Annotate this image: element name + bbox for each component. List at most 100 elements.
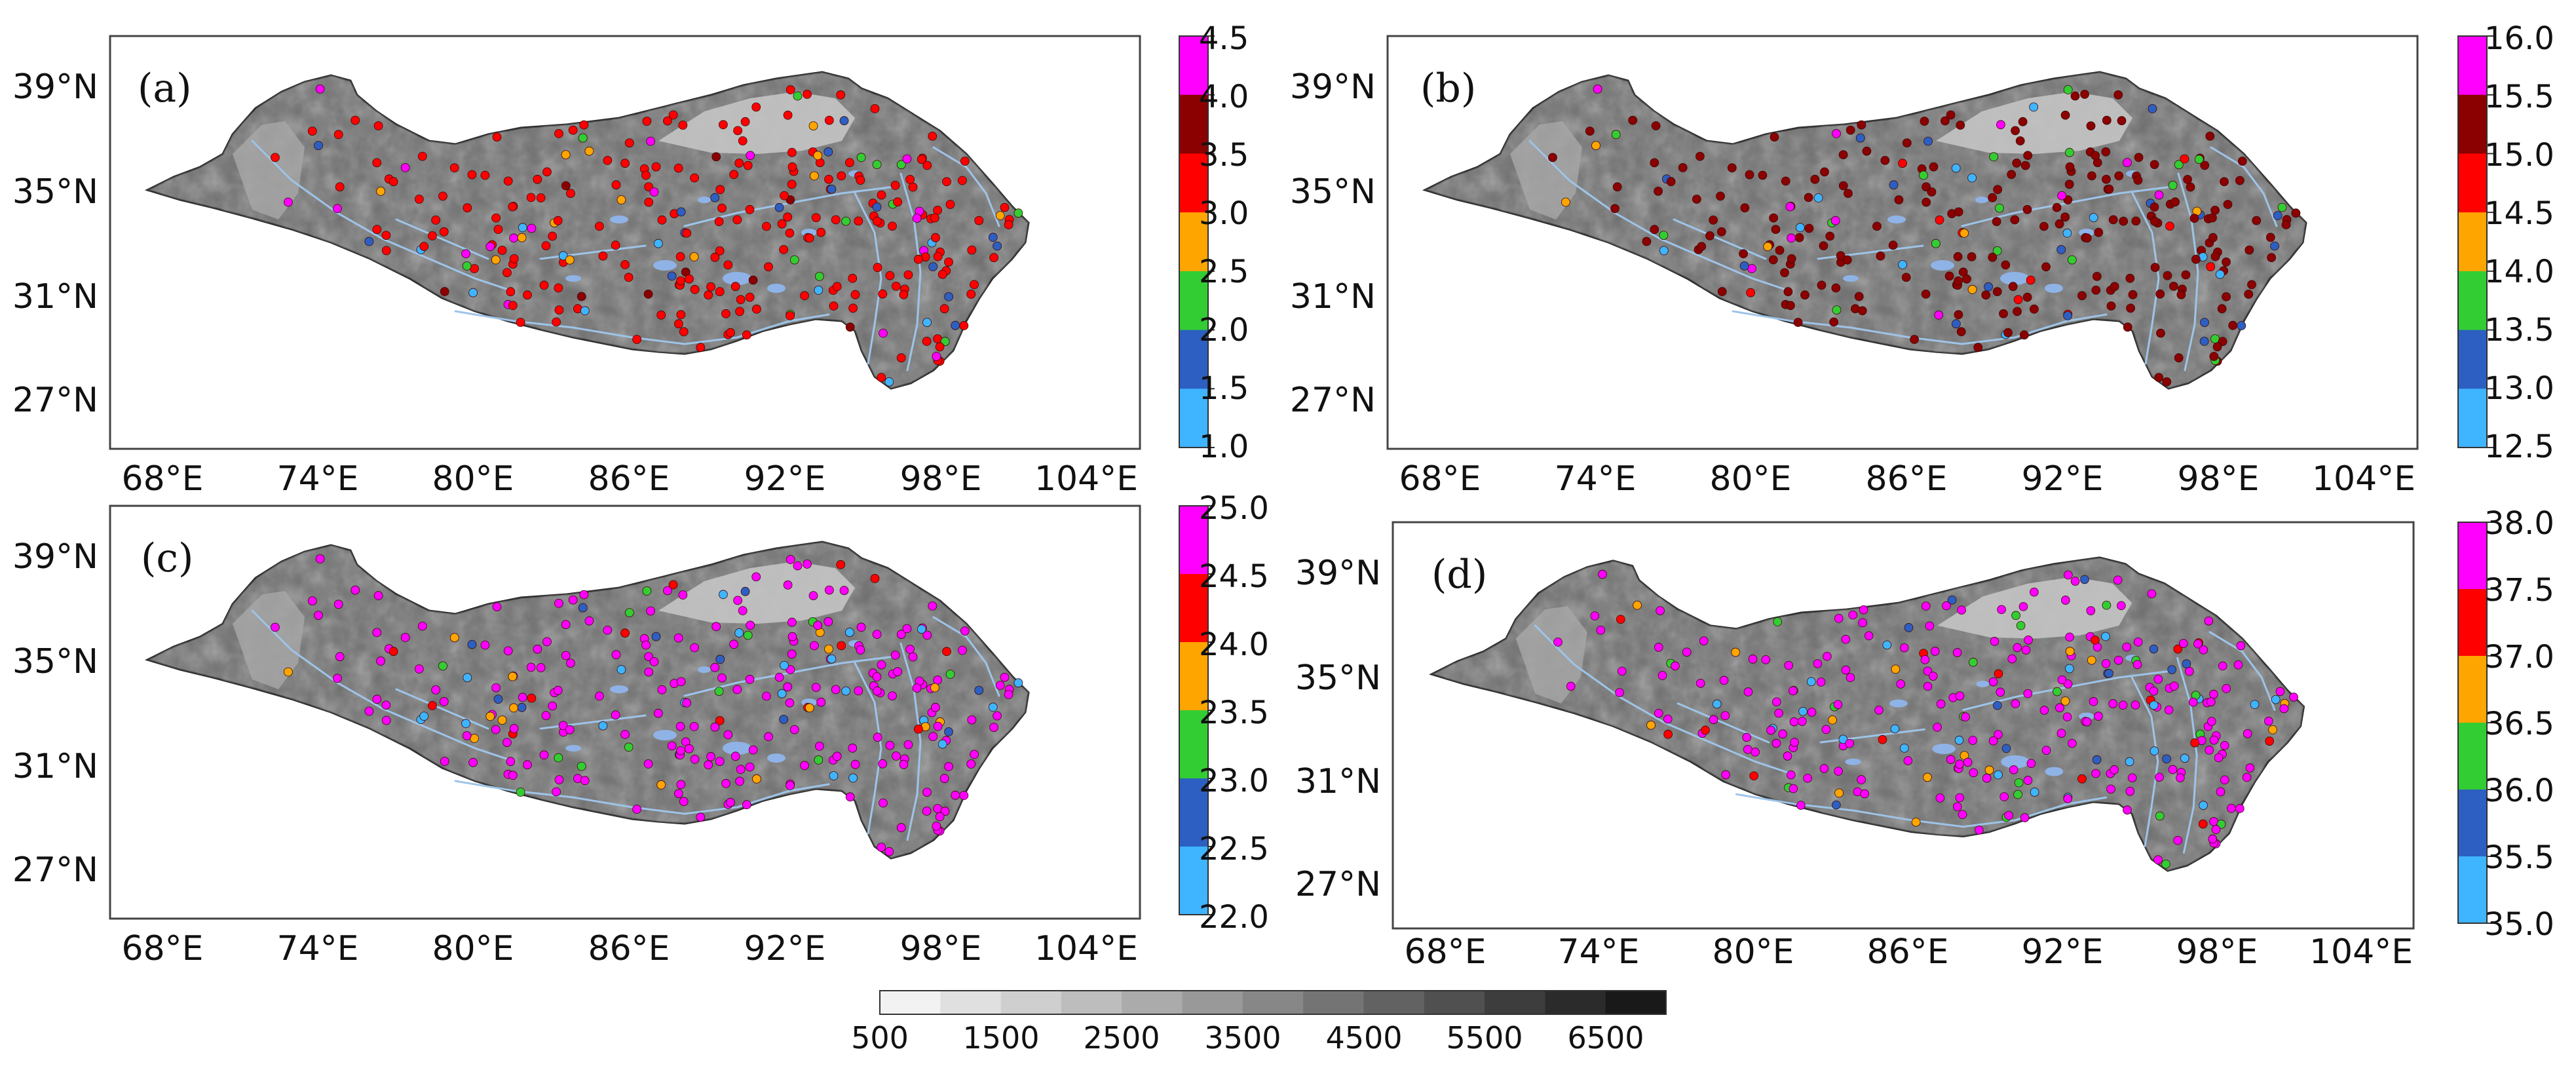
station-point bbox=[1855, 133, 1865, 143]
station-point bbox=[2208, 834, 2218, 844]
station-point bbox=[527, 693, 537, 703]
station-point bbox=[748, 275, 758, 285]
station-point bbox=[642, 586, 652, 596]
panel-d-map bbox=[1428, 556, 2305, 872]
station-point bbox=[2153, 674, 2163, 684]
lake bbox=[698, 197, 711, 203]
station-point bbox=[2220, 177, 2229, 187]
station-point bbox=[493, 695, 503, 704]
station-point bbox=[1697, 242, 1707, 252]
station-point bbox=[673, 633, 683, 643]
station-point bbox=[762, 221, 771, 231]
station-point bbox=[970, 750, 979, 759]
station-point bbox=[813, 151, 823, 161]
station-point bbox=[1778, 729, 1787, 738]
river bbox=[251, 140, 516, 293]
colorbar-frame bbox=[2457, 35, 2488, 448]
station-point bbox=[2102, 174, 2111, 184]
station-point bbox=[829, 301, 839, 311]
station-point bbox=[663, 116, 672, 126]
station-point bbox=[1894, 195, 1904, 204]
station-point bbox=[1952, 319, 1961, 329]
colorbar-bin bbox=[1179, 710, 1208, 779]
station-point bbox=[315, 554, 325, 563]
station-point bbox=[2170, 197, 2180, 207]
station-point bbox=[1828, 715, 1837, 725]
station-point bbox=[2021, 645, 2031, 655]
station-point bbox=[2110, 282, 2119, 292]
station-point bbox=[908, 652, 918, 662]
station-point bbox=[2133, 638, 2143, 647]
colorbar-bin bbox=[2458, 589, 2487, 657]
station-point bbox=[539, 750, 549, 760]
station-point bbox=[2023, 151, 2033, 161]
station-point bbox=[2113, 655, 2123, 665]
station-point bbox=[2244, 290, 2254, 299]
station-point bbox=[1955, 759, 1964, 769]
station-point bbox=[381, 231, 391, 240]
station-point bbox=[509, 233, 518, 243]
station-point bbox=[2150, 202, 2159, 212]
station-point bbox=[372, 158, 382, 168]
panel-b-cb-tick: 13.5 bbox=[2484, 312, 2554, 349]
station-point bbox=[517, 233, 527, 242]
station-point bbox=[1590, 611, 1600, 620]
station-point bbox=[2001, 260, 2011, 270]
lake bbox=[723, 272, 751, 285]
station-point bbox=[706, 752, 715, 761]
station-point bbox=[682, 698, 692, 708]
station-point bbox=[2211, 825, 2221, 834]
station-point bbox=[893, 197, 902, 207]
station-point bbox=[2029, 102, 2039, 112]
station-point bbox=[1954, 207, 1963, 217]
station-point bbox=[2222, 257, 2231, 267]
station-point bbox=[506, 757, 516, 767]
station-point bbox=[653, 238, 663, 248]
station-point bbox=[1842, 255, 1852, 265]
station-point bbox=[2204, 616, 2214, 626]
station-point bbox=[974, 216, 984, 225]
station-point bbox=[2077, 774, 2087, 784]
station-point bbox=[2091, 636, 2100, 645]
station-point bbox=[2041, 746, 2051, 755]
station-point bbox=[1787, 254, 1796, 263]
station-point bbox=[885, 271, 895, 280]
station-point bbox=[783, 682, 793, 692]
station-point bbox=[2162, 754, 2171, 764]
station-point bbox=[1898, 259, 1907, 269]
station-point bbox=[577, 292, 586, 301]
station-point bbox=[829, 771, 839, 780]
station-point bbox=[2019, 330, 2029, 340]
river bbox=[900, 642, 922, 841]
station-point bbox=[2022, 292, 2032, 302]
station-point bbox=[2030, 304, 2039, 314]
station-point bbox=[959, 791, 969, 800]
station-point bbox=[803, 90, 812, 99]
station-point bbox=[463, 673, 472, 683]
station-point bbox=[733, 126, 742, 136]
station-point bbox=[785, 698, 795, 708]
station-point bbox=[723, 730, 733, 740]
station-point bbox=[1775, 246, 1785, 255]
station-point bbox=[745, 762, 755, 772]
station-point bbox=[2008, 282, 2018, 292]
station-point bbox=[837, 171, 846, 181]
river bbox=[251, 609, 516, 763]
station-point bbox=[714, 217, 724, 227]
station-point bbox=[848, 303, 858, 313]
station-point bbox=[467, 639, 477, 649]
station-point bbox=[1709, 215, 1718, 225]
station-point bbox=[2113, 90, 2123, 100]
station-point bbox=[1739, 249, 1749, 259]
station-point bbox=[732, 685, 742, 695]
station-point bbox=[2094, 227, 2104, 237]
station-point bbox=[2162, 377, 2172, 387]
station-point bbox=[1598, 569, 1607, 579]
lake bbox=[1889, 699, 1908, 708]
station-point bbox=[431, 685, 441, 695]
panel-b-lat-label-39: 39°N bbox=[1290, 67, 1376, 107]
station-point bbox=[676, 780, 686, 790]
station-point bbox=[679, 327, 689, 337]
station-point bbox=[2220, 741, 2229, 750]
station-point bbox=[2186, 182, 2195, 192]
